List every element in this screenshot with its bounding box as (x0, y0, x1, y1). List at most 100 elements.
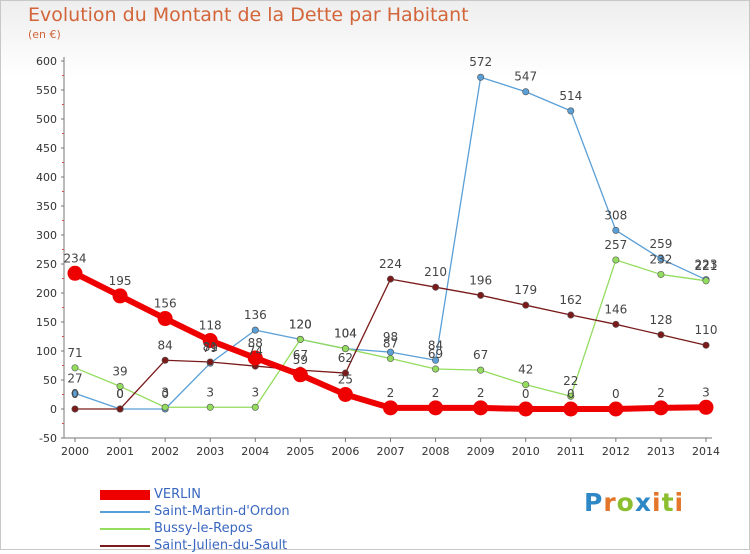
legend-swatch (100, 511, 150, 513)
x-tick-label: 2002 (151, 445, 179, 458)
logo-letter: t (661, 488, 675, 517)
legend-label: Bussy-le-Repos (154, 521, 253, 536)
data-point (341, 369, 349, 377)
x-tick-label: 2007 (377, 445, 405, 458)
data-label: 257 (604, 238, 627, 252)
logo-letter: r (603, 488, 617, 517)
y-tick-label: 200 (36, 287, 57, 300)
data-label: 59 (293, 353, 308, 367)
data-point (71, 389, 79, 397)
data-label: 308 (604, 208, 627, 222)
legend-label: VERLIN (154, 487, 201, 502)
data-label: 69 (428, 347, 443, 361)
data-point (702, 277, 710, 285)
data-label: 0 (116, 387, 124, 401)
data-label: 104 (334, 327, 357, 341)
data-label: 62 (338, 351, 353, 365)
chart-unit-label: (en €) (28, 28, 61, 41)
x-tick-label: 2012 (602, 445, 630, 458)
data-point (206, 358, 214, 366)
legend-label: Saint-Martin-d'Ordon (154, 504, 290, 519)
data-point (116, 382, 124, 390)
data-label: 196 (469, 273, 492, 287)
x-tick-label: 2014 (692, 445, 720, 458)
x-tick-label: 2005 (286, 445, 314, 458)
data-label: 87 (383, 337, 398, 351)
data-label: 2 (387, 386, 395, 400)
y-tick-label: 550 (36, 84, 57, 97)
data-point (698, 399, 714, 415)
data-point (67, 265, 83, 281)
data-point (653, 400, 669, 416)
data-label: 162 (559, 293, 582, 307)
data-point (432, 356, 440, 364)
y-tick-label: 50 (43, 374, 57, 387)
legend-swatch (100, 528, 150, 530)
data-point (567, 311, 575, 319)
data-label: 42 (518, 363, 533, 377)
data-label: 98 (383, 330, 398, 344)
chart-title: Evolution du Montant de la Dette par Hab… (28, 4, 469, 26)
data-label: 195 (109, 274, 132, 288)
data-label: 514 (559, 89, 582, 103)
data-point (432, 283, 440, 291)
y-tick-label: 500 (36, 113, 57, 126)
data-point (112, 288, 128, 304)
data-point (296, 335, 304, 343)
logo-letter: o (616, 488, 635, 517)
data-point (612, 256, 620, 264)
data-label: 120 (289, 317, 312, 331)
data-point (386, 275, 394, 283)
data-point (383, 400, 398, 416)
data-point (657, 270, 665, 278)
data-point (522, 381, 530, 389)
data-point (428, 400, 444, 416)
data-label: 0 (71, 387, 79, 401)
data-label: 120 (289, 317, 312, 331)
data-label: 224 (379, 257, 402, 271)
data-label: 210 (424, 265, 447, 279)
proxiti-logo: Proxiti (584, 488, 684, 517)
x-tick-label: 2003 (196, 445, 224, 458)
data-point (202, 333, 218, 349)
data-point (161, 356, 169, 364)
data-label: 2 (657, 386, 665, 400)
data-label: 74 (248, 344, 263, 358)
data-point (206, 403, 214, 411)
x-tick-label: 2011 (557, 445, 585, 458)
data-label: 84 (428, 338, 443, 352)
data-label: 232 (649, 252, 672, 266)
data-label: 27 (67, 371, 82, 385)
data-point (563, 401, 579, 417)
data-label: 146 (604, 302, 627, 316)
data-point (522, 88, 530, 96)
data-point (518, 401, 534, 417)
y-tick-label: 350 (36, 200, 57, 213)
data-label: 3 (251, 385, 259, 399)
data-label: 0 (522, 387, 530, 401)
data-label: 179 (514, 283, 537, 297)
data-label: 0 (161, 387, 169, 401)
data-point (247, 350, 263, 366)
x-tick-label: 2009 (467, 445, 495, 458)
logo-letter: i (674, 488, 685, 517)
data-label: 71 (67, 346, 82, 360)
y-tick-label: 250 (36, 258, 57, 271)
data-label: 547 (514, 70, 537, 84)
y-tick-label: 0 (50, 403, 57, 416)
data-point (702, 341, 710, 349)
y-tick-label: 450 (36, 142, 57, 155)
data-point (473, 400, 489, 416)
data-point (251, 326, 259, 334)
data-point (161, 403, 169, 411)
data-point (567, 107, 575, 115)
data-point (337, 387, 353, 402)
data-point (71, 364, 79, 372)
x-tick-label: 2000 (61, 445, 89, 458)
x-tick-label: 2006 (331, 445, 359, 458)
data-point (477, 291, 485, 299)
data-label: 67 (473, 348, 488, 362)
data-point (251, 403, 259, 411)
data-label: 3 (161, 385, 169, 399)
data-point (612, 320, 620, 328)
